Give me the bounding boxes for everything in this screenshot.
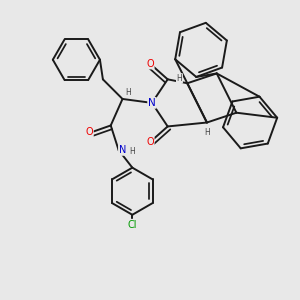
Text: O: O xyxy=(85,127,93,137)
Text: O: O xyxy=(146,137,154,147)
Text: N: N xyxy=(119,145,126,155)
Text: H: H xyxy=(177,74,182,83)
Text: O: O xyxy=(146,58,154,69)
Text: N: N xyxy=(148,98,156,108)
Text: H: H xyxy=(130,148,135,157)
Text: H: H xyxy=(204,128,210,137)
Text: Cl: Cl xyxy=(128,220,137,230)
Text: H: H xyxy=(125,88,131,97)
